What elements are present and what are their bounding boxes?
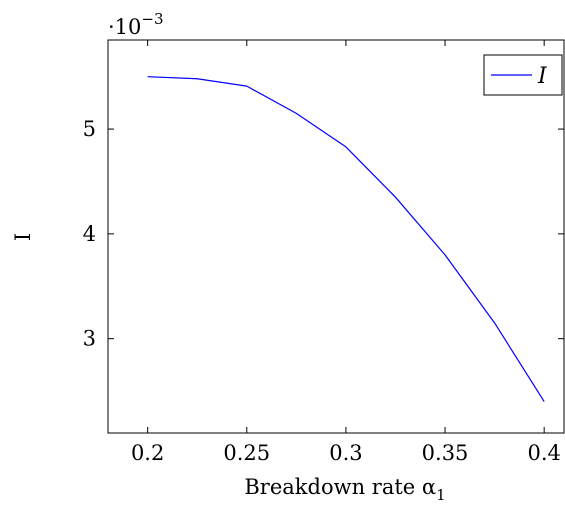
plot-frame xyxy=(107,39,565,434)
y-axis-title: I xyxy=(11,233,35,241)
x-tick-label-2: 0.3 xyxy=(329,441,362,465)
x-tick-label-3: 0.35 xyxy=(422,441,469,465)
y-axis-ticks: 3 4 5 xyxy=(83,117,564,351)
x-tick-label-4: 0.4 xyxy=(527,441,560,465)
legend-label-I: I xyxy=(537,64,548,89)
x-axis-ticks: 0.2 0.25 0.3 0.35 0.4 xyxy=(131,40,561,465)
series-line-0 xyxy=(147,76,545,402)
x-tick-label-0: 0.2 xyxy=(131,441,164,465)
y-axis-multiplier: ·10−3 xyxy=(108,10,164,39)
y-tick-label-1: 4 xyxy=(83,222,96,246)
y-tick-label-2: 5 xyxy=(83,117,96,141)
y-tick-label-0: 3 xyxy=(83,327,96,351)
series-layer xyxy=(147,76,545,402)
legend: I xyxy=(483,54,563,96)
x-axis-title-subscript: 1 xyxy=(436,486,446,504)
y-axis-multiplier-exponent: −3 xyxy=(141,10,163,28)
x-tick-label-1: 0.25 xyxy=(223,441,270,465)
x-axis-title: Breakdown rate α1 xyxy=(244,475,445,504)
